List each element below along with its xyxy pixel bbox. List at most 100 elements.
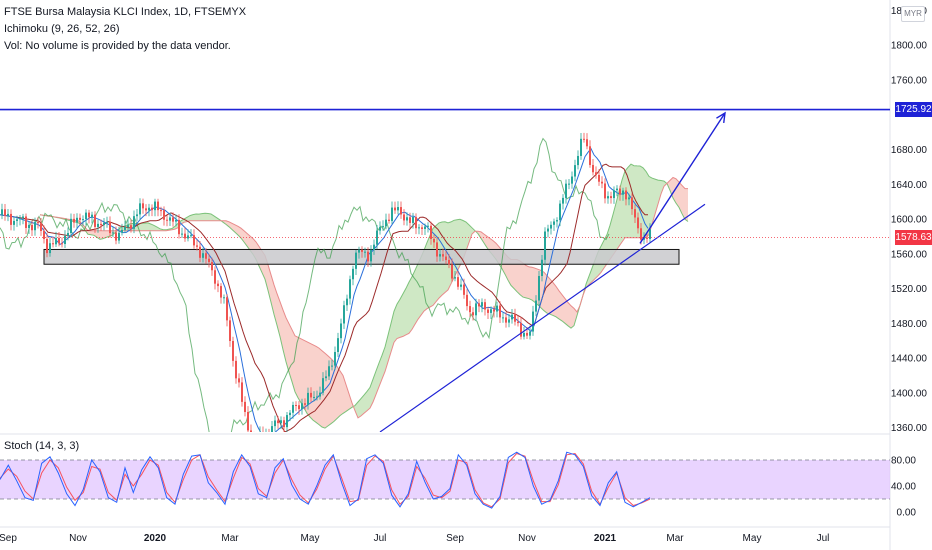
candle-body <box>418 227 420 229</box>
candle-body <box>250 430 252 432</box>
candle-body <box>601 181 603 184</box>
ichimoku-cloud-segment <box>469 224 472 243</box>
candle-body <box>565 183 567 198</box>
candle-body <box>490 309 492 313</box>
candle-body <box>571 176 573 184</box>
ichimoku-cloud-segment <box>652 178 655 225</box>
candle-body <box>583 138 585 140</box>
ichimoku-cloud-segment <box>355 402 358 418</box>
candle-body <box>271 426 273 432</box>
candle-body <box>178 219 180 235</box>
ichimoku-cloud-segment <box>364 391 367 414</box>
candle-body <box>427 225 429 227</box>
candle-body <box>457 277 459 287</box>
ichimoku-cloud-segment <box>418 257 421 320</box>
ichimoku-cloud-segment <box>535 268 538 306</box>
candle-body <box>487 309 489 313</box>
candle-body <box>13 220 15 225</box>
candle-body <box>478 303 480 307</box>
ichimoku-cloud-segment <box>415 263 418 325</box>
ichimoku-cloud-segment <box>373 371 376 403</box>
candle-body <box>16 219 18 221</box>
candle-body <box>91 214 93 218</box>
candle-body <box>298 405 300 410</box>
candle-body <box>133 216 135 229</box>
candle-body <box>214 270 216 284</box>
candle-body <box>190 235 192 237</box>
candle-body <box>625 190 627 200</box>
ichimoku-cloud-segment <box>298 337 301 403</box>
candle-body <box>388 219 390 221</box>
candle-body <box>640 228 642 240</box>
candle-body <box>295 404 297 406</box>
candle-body <box>22 216 24 219</box>
candle-body <box>391 207 393 221</box>
candle-body <box>343 305 345 324</box>
ichimoku-cloud-segment <box>520 260 523 298</box>
candle-body <box>445 256 447 260</box>
candle-body <box>67 232 69 236</box>
candle-body <box>217 283 219 287</box>
price-tick-label: 1440.00 <box>891 354 928 365</box>
candle-body <box>631 197 633 210</box>
candle-body <box>496 305 498 312</box>
rising-trendline <box>379 203 706 432</box>
candle-body <box>58 238 60 244</box>
candle-body <box>238 378 240 383</box>
price-tick-label: 1760.00 <box>891 75 928 86</box>
ichimoku-cloud-segment <box>358 398 361 418</box>
candle-body <box>184 233 186 239</box>
candle-body <box>268 434 270 436</box>
ichimoku-cloud-segment <box>88 230 91 235</box>
candle-body <box>397 207 399 211</box>
candle-body <box>556 220 558 222</box>
candle-body <box>247 411 249 431</box>
ichimoku-cloud-segment <box>565 298 568 326</box>
ichimoku-cloud-segment <box>361 395 364 416</box>
candle-body <box>376 230 378 245</box>
candle-body <box>367 251 369 262</box>
ichimoku-cloud-segment <box>571 305 574 329</box>
ichimoku-cloud-segment <box>622 170 625 243</box>
candle-body <box>517 321 519 324</box>
candle-body <box>205 253 207 259</box>
ichimoku-cloud-segment <box>547 275 550 315</box>
candle-body <box>337 338 339 352</box>
candle-body <box>433 238 435 243</box>
ichimoku-cloud-segment <box>409 276 412 334</box>
candle-body <box>394 207 396 211</box>
price-tick-label: 1520.00 <box>891 284 928 295</box>
candle-body <box>94 214 96 227</box>
candle-body <box>121 229 123 233</box>
currency-badge[interactable]: MYR <box>901 6 925 22</box>
ichimoku-cloud-segment <box>613 203 616 255</box>
candle-body <box>325 376 327 379</box>
candle-body <box>34 222 36 231</box>
candle-body <box>232 341 234 361</box>
candle-body <box>307 392 309 405</box>
candle-body <box>424 226 426 229</box>
candle-body <box>469 306 471 313</box>
candle-body <box>145 208 147 211</box>
ichimoku-cloud-segment <box>517 259 520 295</box>
candle-body <box>607 196 609 199</box>
price-tick-label: 1600.00 <box>891 215 928 226</box>
ichimoku-cloud-segment <box>430 228 433 308</box>
candle-body <box>181 233 183 235</box>
candle-body <box>415 217 417 229</box>
candle-body <box>448 259 450 265</box>
volume-note: Vol: No volume is provided by the data v… <box>4 40 231 52</box>
candle-body <box>634 209 636 218</box>
ichimoku-cloud-segment <box>646 171 649 238</box>
ichimoku-cloud-segment <box>643 167 646 238</box>
candle-body <box>52 243 54 245</box>
candle-body <box>604 183 606 199</box>
ichimoku-cloud-segment <box>394 304 397 343</box>
ichimoku-cloud-segment <box>283 309 286 362</box>
ichimoku-cloud-segment <box>532 267 535 303</box>
candle-body <box>538 276 540 301</box>
stoch-k-line <box>0 451 651 509</box>
ichimoku-cloud-segment <box>397 299 400 339</box>
candle-body <box>172 217 174 222</box>
